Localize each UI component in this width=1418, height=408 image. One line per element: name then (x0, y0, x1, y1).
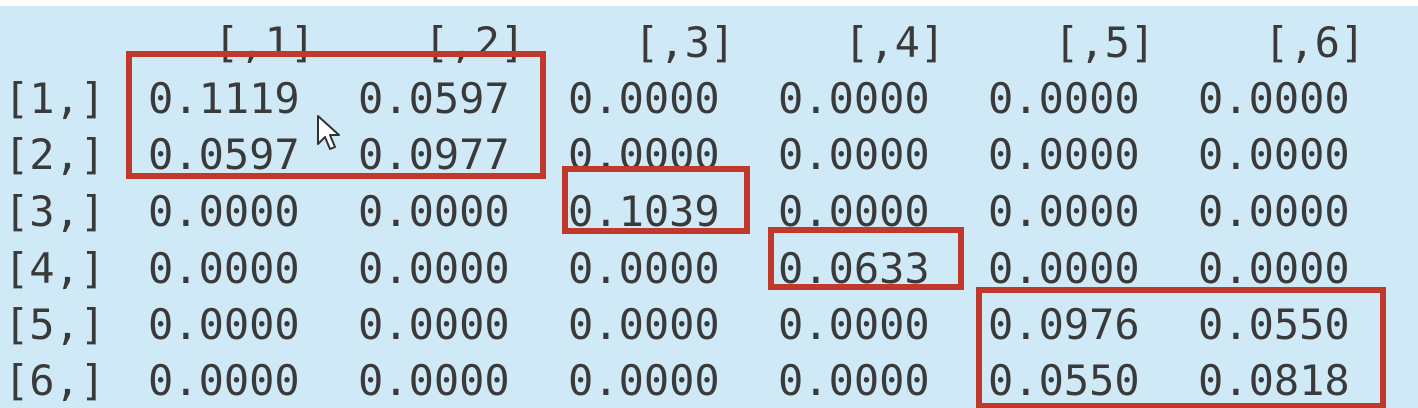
column-header: [,4] (844, 18, 946, 67)
matrix-cell: 0.0000 (148, 187, 300, 236)
matrix-cell: 0.0000 (358, 187, 510, 236)
matrix-cell: 0.1119 (148, 74, 300, 123)
row-label: [3,] (4, 187, 106, 236)
matrix-row: [1,] 0.1119 0.0597 0.0000 0.0000 0.0000 … (0, 70, 1350, 128)
matrix-cell: 0.0000 (568, 300, 720, 349)
matrix-cell: 0.0000 (148, 300, 300, 349)
matrix-cell: 0.0000 (358, 244, 510, 293)
column-header-row: [,1] [,2] [,3] [,4] [,5] [,6] (0, 14, 1365, 72)
matrix-cell: 0.0000 (988, 187, 1140, 236)
matrix-cell: 0.0000 (148, 356, 300, 405)
matrix-cell: 0.0000 (148, 244, 300, 293)
column-header: [,6] (1264, 18, 1366, 67)
column-header: [,1] (214, 18, 316, 67)
column-header: [,2] (424, 18, 526, 67)
matrix-cell: 0.0000 (568, 74, 720, 123)
matrix-cell: 0.1039 (568, 187, 720, 236)
matrix-cell: 0.0000 (358, 300, 510, 349)
row-label: [1,] (4, 74, 106, 123)
column-header: [,5] (1054, 18, 1156, 67)
matrix-cell: 0.0000 (988, 74, 1140, 123)
matrix-cell: 0.0000 (778, 130, 930, 179)
row-label: [2,] (4, 130, 106, 179)
matrix-cell: 0.0000 (358, 356, 510, 405)
matrix-cell: 0.0000 (778, 356, 930, 405)
column-header: [,3] (634, 18, 736, 67)
matrix-cell: 0.0000 (1198, 187, 1350, 236)
matrix-cell: 0.0000 (568, 356, 720, 405)
matrix-cell: 0.0000 (988, 130, 1140, 179)
matrix-cell: 0.0000 (568, 244, 720, 293)
matrix-cell: 0.0000 (778, 187, 930, 236)
r-console-output: [,1] [,2] [,3] [,4] [,5] [,6] [1,] 0.111… (0, 6, 1418, 408)
matrix-cell: 0.0597 (358, 74, 510, 123)
matrix-row: [4,] 0.0000 0.0000 0.0000 0.0633 0.0000 … (0, 240, 1350, 298)
matrix-cell: 0.0000 (778, 74, 930, 123)
matrix-cell: 0.0000 (778, 300, 930, 349)
matrix-cell: 0.0976 (988, 300, 1140, 349)
matrix-cell: 0.0597 (148, 130, 300, 179)
matrix-row: [5,] 0.0000 0.0000 0.0000 0.0000 0.0976 … (0, 296, 1350, 354)
matrix-cell: 0.0818 (1198, 356, 1350, 405)
matrix-cell: 0.0550 (988, 356, 1140, 405)
matrix-cell: 0.0000 (1198, 244, 1350, 293)
matrix-cell: 0.0550 (1198, 300, 1350, 349)
matrix-cell: 0.0633 (778, 244, 930, 293)
matrix-printout: [,1] [,2] [,3] [,4] [,5] [,6] [1,] 0.111… (0, 6, 1365, 408)
matrix-cell: 0.0000 (988, 244, 1140, 293)
row-label: [4,] (4, 244, 106, 293)
row-label: [6,] (4, 356, 106, 405)
matrix-cell: 0.0000 (1198, 130, 1350, 179)
mouse-pointer-icon (317, 115, 340, 150)
matrix-cell: 0.0000 (1198, 74, 1350, 123)
matrix-cell: 0.0000 (568, 130, 720, 179)
matrix-cell: 0.0977 (358, 130, 510, 179)
matrix-row: [6,] 0.0000 0.0000 0.0000 0.0000 0.0550 … (0, 352, 1350, 408)
matrix-row: [3,] 0.0000 0.0000 0.1039 0.0000 0.0000 … (0, 183, 1350, 241)
row-label: [5,] (4, 300, 106, 349)
matrix-row: [2,] 0.0597 0.0977 0.0000 0.0000 0.0000 … (0, 126, 1350, 184)
